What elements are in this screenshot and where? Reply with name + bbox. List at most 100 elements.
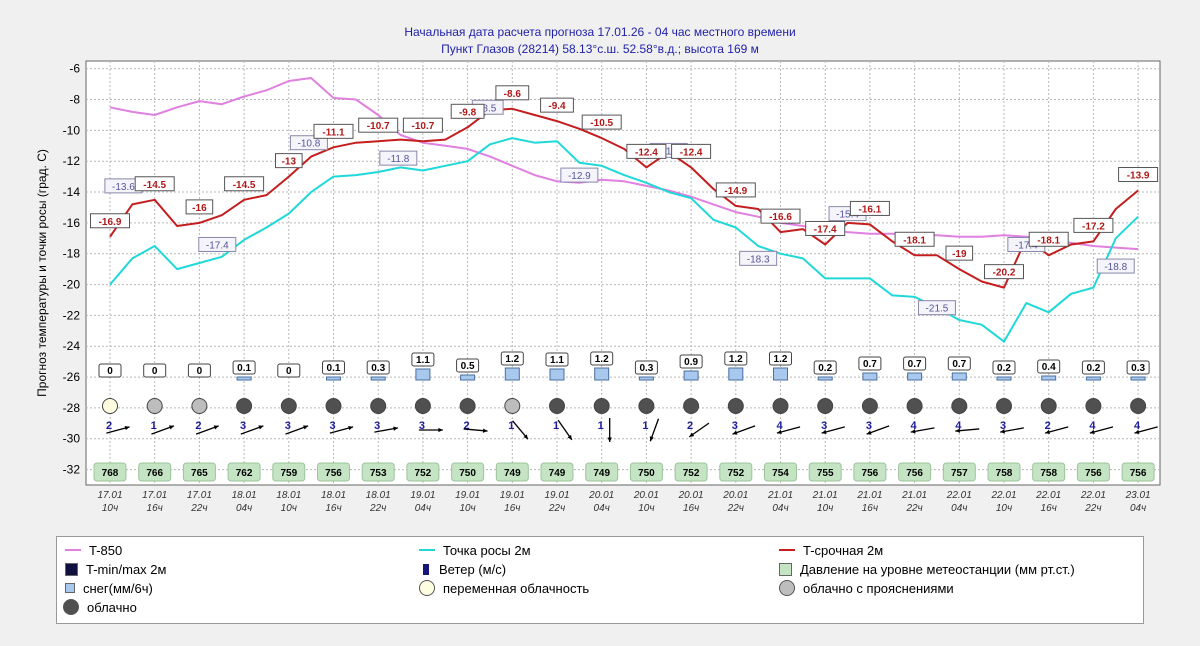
- wind-speed: 3: [732, 420, 738, 432]
- x-tick-date: 18.01: [366, 490, 391, 501]
- wind-speed: 2: [464, 420, 470, 432]
- snow-value-box: [98, 363, 122, 378]
- snow-bar: [370, 376, 386, 381]
- legend-dew: Точка росы 2м: [419, 541, 531, 559]
- tminmax-label-box: [198, 236, 237, 252]
- wind-speed: 3: [240, 420, 246, 432]
- pressure-value: 758: [1040, 468, 1057, 479]
- snow-value: 1.2: [729, 354, 743, 365]
- tminmax-label-box: [289, 135, 328, 151]
- y-tick-label: -22: [63, 308, 81, 322]
- pressure-value: 750: [459, 468, 476, 479]
- variable-cloud-swatch: [419, 580, 435, 596]
- wind-arrowhead: [393, 426, 399, 431]
- pressure-box: [1121, 462, 1155, 482]
- t2m-label: -14.5: [143, 180, 166, 191]
- wind-speed: 3: [866, 420, 872, 432]
- snow-bar: [1130, 376, 1146, 381]
- legend-variable: переменная облачность: [419, 579, 589, 597]
- pressure-value: 762: [236, 468, 253, 479]
- t2m-label: -10.5: [590, 118, 613, 129]
- t2m-label: -11.1: [322, 127, 345, 138]
- t2m-label-box: [1118, 167, 1159, 183]
- snow-value: 1.2: [595, 354, 609, 365]
- wind-speed: 1: [598, 420, 604, 432]
- pressure-box: [138, 462, 172, 482]
- t2m-label-box: [805, 220, 846, 236]
- t2m-label-box: [90, 213, 130, 229]
- snow-value-box: [1081, 360, 1105, 375]
- pressure-value: 752: [683, 468, 700, 479]
- wind-speed: 2: [1045, 420, 1051, 432]
- snow-value-box: [634, 360, 658, 375]
- snow-value: 0.2: [997, 363, 1011, 374]
- t2m-label: -17.4: [814, 224, 837, 235]
- tminmax-label: -18.3: [747, 254, 770, 265]
- legend-t850: T-850: [65, 541, 122, 559]
- snow-value: 0: [286, 366, 292, 377]
- t2m-label: -9.8: [459, 107, 477, 118]
- snow-value-box: [232, 360, 256, 375]
- x-tick-date: 21.01: [767, 490, 793, 501]
- pressure-box: [361, 462, 395, 482]
- y-tick-label: -28: [63, 401, 81, 415]
- wind-speed: 4: [776, 420, 783, 432]
- pressure-value: 758: [996, 468, 1013, 479]
- legend-tminmax-label: T-min/max 2м: [86, 561, 167, 577]
- pressure-value: 750: [638, 468, 655, 479]
- snow-bar: [236, 376, 252, 381]
- y-tick-label: -18: [63, 247, 81, 261]
- y-tick-label: -10: [63, 123, 81, 137]
- cloud-icon: [817, 398, 834, 414]
- snow-bar: [415, 368, 431, 381]
- x-tick-hour: 22ч: [1084, 503, 1101, 514]
- wind-arrowhead: [910, 429, 916, 434]
- cloud-icon: [1040, 398, 1057, 414]
- x-tick-date: 18.01: [276, 490, 301, 501]
- wind-arrowhead: [1000, 429, 1005, 434]
- snow-bar: [728, 367, 744, 381]
- snow-value-box: [769, 351, 792, 366]
- wind-arrowhead: [567, 434, 572, 440]
- series-t2m-line: [109, 107, 1139, 289]
- t2m-label: -12.4: [635, 147, 658, 158]
- y-tick-label: -14: [63, 185, 81, 199]
- legend-dew-label: Точка росы 2м: [443, 542, 531, 558]
- pressure-box: [853, 462, 887, 482]
- t2m-label-box: [358, 117, 399, 133]
- pressure-value: 755: [817, 468, 834, 479]
- t850-swatch: [65, 549, 81, 551]
- x-tick-hour: 10ч: [281, 503, 297, 514]
- cloud-icon: [191, 398, 208, 414]
- cloud-icon: [102, 398, 118, 414]
- wind-arrowhead: [169, 425, 174, 430]
- snow-value: 1.1: [550, 355, 564, 366]
- cloud-icon: [1130, 398, 1147, 414]
- cloud-icon: [459, 398, 476, 414]
- pressure-value: 752: [415, 468, 432, 479]
- snow-bar: [773, 367, 788, 381]
- snow-value: 0.1: [327, 363, 341, 374]
- pressure-box: [629, 462, 663, 482]
- pressure-value: 749: [504, 468, 521, 479]
- cloud-icon: [549, 398, 565, 414]
- snow-value-box: [590, 351, 614, 366]
- t2m-label: -13.9: [1127, 171, 1150, 182]
- t2m-label: -10.7: [367, 121, 390, 132]
- x-tick-date: 18.01: [232, 490, 257, 501]
- legend-t2m-label: T-срочная 2м: [803, 542, 884, 558]
- t2m-label-box: [626, 143, 667, 159]
- wind-speed: 2: [687, 420, 693, 432]
- snow-bar: [907, 372, 923, 381]
- snow-bar: [862, 372, 878, 381]
- t2m-label: -16.6: [769, 212, 792, 223]
- x-tick-hour: 10ч: [817, 503, 833, 514]
- pressure-value: 752: [727, 468, 744, 479]
- y-tick-label: -26: [63, 370, 81, 384]
- pressure-box: [898, 462, 932, 482]
- t2m-label-box: [715, 182, 756, 198]
- pressure-box: [585, 462, 619, 482]
- wind-arrowhead: [649, 436, 654, 442]
- x-tick-hour: 22ч: [548, 503, 565, 514]
- cloud-icon: [370, 398, 387, 414]
